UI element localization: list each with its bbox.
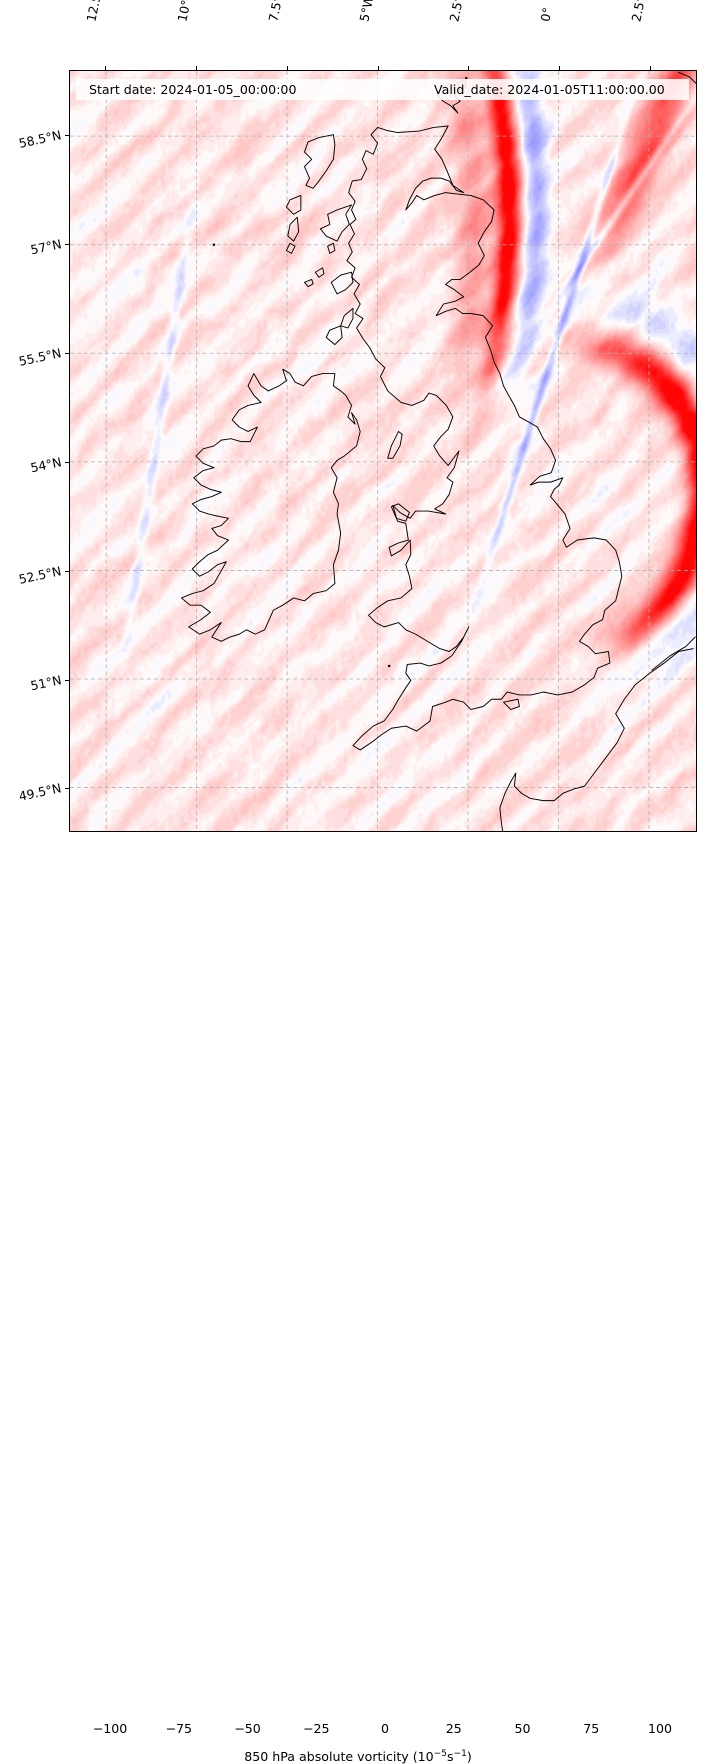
map-axes xyxy=(69,70,697,832)
lon-tick-label: 5°W xyxy=(355,0,377,23)
lon-tick-label: 2.5°E xyxy=(628,0,650,24)
title-band: Start date: 2024-01-05_00:00:00 Valid_da… xyxy=(76,79,689,100)
lat-tickmark xyxy=(65,679,69,681)
coastline-path xyxy=(330,271,354,295)
coastline-path xyxy=(503,698,520,710)
coastline-path xyxy=(678,71,696,84)
lat-tick-label: 49.5°N xyxy=(17,780,63,805)
coastline-path xyxy=(304,134,336,189)
gridlines xyxy=(70,71,696,831)
lat-tickmark xyxy=(65,461,69,463)
coastline-path xyxy=(287,216,300,242)
lat-tickmark xyxy=(65,353,69,355)
coastline-path xyxy=(304,278,314,288)
colorbar-tick-label: 100 xyxy=(647,1721,673,1736)
lat-tick-label: 51°N xyxy=(28,671,63,693)
vorticity-field xyxy=(70,71,696,831)
island-marker xyxy=(212,243,216,246)
start-date-text: Start date: 2024-01-05_00:00:00 xyxy=(89,82,297,97)
colorbar-tick-label: −75 xyxy=(165,1721,193,1736)
lat-tick-label: 52.5°N xyxy=(17,562,63,587)
colorbar-swatches xyxy=(0,840,716,949)
lon-tickmark xyxy=(377,66,379,70)
coastline-path xyxy=(387,430,403,459)
valid-date-text: Valid_date: 2024-01-05T11:00:00.00 xyxy=(434,82,665,97)
map-overlay xyxy=(70,71,696,831)
colorbar-tick-label: −25 xyxy=(302,1721,330,1736)
coastline-path xyxy=(499,648,694,831)
lat-tickmark xyxy=(65,570,69,572)
lat-tick-label: 58.5°N xyxy=(17,127,63,152)
coastline-path xyxy=(346,125,623,751)
lat-tickmark xyxy=(65,788,69,790)
lon-tickmark xyxy=(105,66,107,70)
lon-tickmark xyxy=(559,66,561,70)
lon-tick-label: 10°W xyxy=(174,0,197,24)
island-marker xyxy=(388,664,391,668)
lon-tickmark xyxy=(649,66,651,70)
coastline-path xyxy=(651,636,696,671)
colorbar-tick-label: −50 xyxy=(234,1721,261,1736)
lon-tickmark xyxy=(286,66,288,70)
colorbar-tick-label: 25 xyxy=(445,1721,462,1736)
island-marker xyxy=(465,77,468,80)
coastline-path xyxy=(285,195,302,215)
coastline-path xyxy=(325,325,343,346)
lon-tickmark xyxy=(468,66,470,70)
colorbar-tick-label: 75 xyxy=(583,1721,600,1736)
lon-tick-label: 7.5°W xyxy=(265,0,288,23)
lon-tickmark xyxy=(196,66,198,70)
colorbar-tick-label: 0 xyxy=(380,1721,390,1736)
colorbar-tick-label: −100 xyxy=(92,1721,128,1736)
lat-tick-label: 55.5°N xyxy=(17,345,63,369)
lat-tickmark xyxy=(65,135,69,137)
lat-tick-label: 57°N xyxy=(28,236,63,258)
coastline-path xyxy=(340,307,354,329)
lon-tick-label: 2.5°W xyxy=(446,0,470,23)
colorbar-tick-label: 50 xyxy=(514,1721,531,1736)
lon-tick-label: 12.5°W xyxy=(84,0,108,23)
lat-tickmark xyxy=(65,244,69,246)
colorbar: −100 −75 −50 −25 0 25 50 75 100 850 hPa absolute… xyxy=(0,840,716,1764)
coastline-path xyxy=(314,267,325,278)
coastlines xyxy=(180,71,696,831)
colorbar-caption-text: 850 hPa absolute vorticity (10−5s−1) xyxy=(244,1749,472,1764)
coastline-path xyxy=(285,242,296,254)
coastline-path xyxy=(390,503,410,522)
coastline-path xyxy=(327,242,336,254)
coastline-path xyxy=(180,368,361,642)
lat-tick-label: 54°N xyxy=(28,454,63,476)
lon-tick-label: 0° xyxy=(537,6,555,24)
colorbar-caption: 850 hPa absolute vorticity (10−5s−1) xyxy=(0,1749,716,1764)
coastline-path xyxy=(319,204,352,242)
